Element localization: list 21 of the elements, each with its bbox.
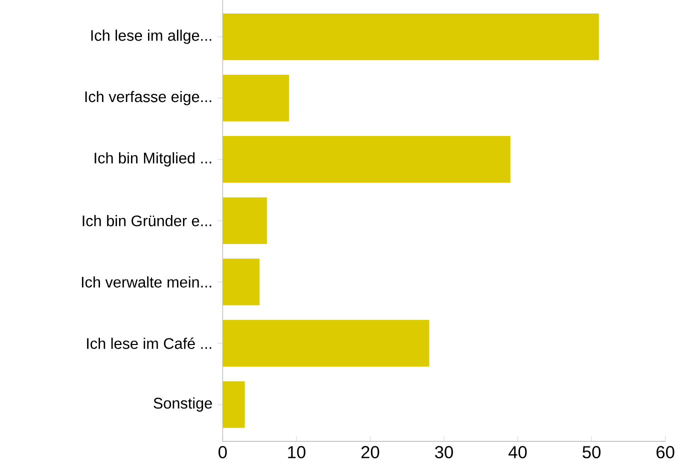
x-tick-label: 10 [288, 446, 306, 458]
x-tick-label: 30 [435, 446, 453, 458]
bar [222, 13, 599, 60]
y-tick-label: Ich lese im Café ... [87, 338, 212, 349]
bar [222, 258, 260, 306]
y-tick-label: Ich bin Gründer e... [82, 215, 212, 226]
y-tick-label: Ich lese im allge... [91, 30, 212, 44]
bar [222, 74, 290, 122]
bar [222, 136, 510, 183]
y-tick-label: Ich verwalte mein... [82, 276, 212, 288]
x-tick-label: 50 [582, 446, 601, 458]
x-tick-label: 60 [656, 446, 674, 458]
y-tick-label: Ich bin Mitglied ... [94, 152, 212, 167]
bar [222, 197, 267, 244]
x-tick-label: 40 [508, 446, 527, 458]
y-tick-label: Ich verfasse eige... [85, 90, 212, 106]
bar [222, 381, 245, 428]
x-tick-label: 20 [361, 446, 380, 458]
y-tick-label: Sonstige [154, 397, 212, 412]
bar [222, 320, 430, 367]
x-tick-label: 0 [218, 446, 227, 458]
